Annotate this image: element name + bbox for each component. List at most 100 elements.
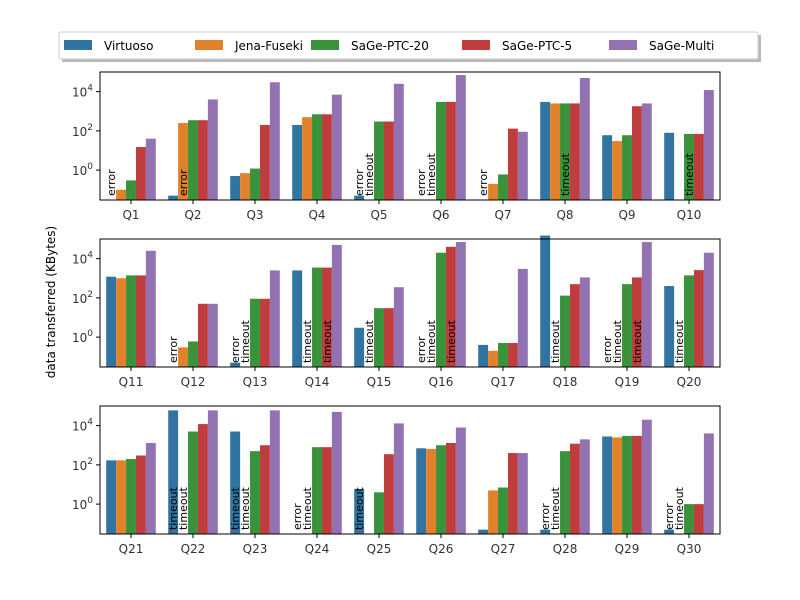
x-tick-label: Q28 <box>553 542 578 556</box>
bar-q16-sage-ptc-20 <box>436 252 446 367</box>
bar-q12-sage-multi <box>207 303 218 367</box>
legend-frame <box>58 31 759 60</box>
bar-q14-sage-ptc-20 <box>312 267 322 367</box>
x-tick-label: Q1 <box>122 208 139 222</box>
bar-q23-sage-multi <box>269 410 280 534</box>
panel-frame <box>99 405 721 535</box>
bar-q13-sage-ptc-20 <box>250 298 260 367</box>
x-tick-label: Q5 <box>370 208 387 222</box>
bar-q6-sage-ptc-20 <box>436 101 446 200</box>
legend: Virtuoso Jena-Fuseki SaGe-PTC-20 SaGe-PTC-5… <box>58 31 761 62</box>
y-tick-label: 102 <box>72 290 93 306</box>
bar-q7-sage-ptc-20 <box>498 174 508 200</box>
bar-q4-virtuoso <box>292 124 303 200</box>
bar-q11-virtuoso <box>106 276 117 367</box>
bar-q15-sage-ptc-20 <box>374 308 384 367</box>
bar-q3-sage-multi <box>269 82 280 200</box>
bar-q1-sage-ptc-20 <box>126 180 136 200</box>
bar-q16-sage-multi <box>455 242 466 367</box>
bar-q19-sage-ptc-20 <box>622 284 632 367</box>
bar-q13-sage-multi <box>269 270 280 367</box>
bar-q22-sage-ptc-5 <box>197 424 208 534</box>
bar-q20-virtuoso <box>664 286 675 367</box>
bar-q30-virtuoso <box>664 529 675 534</box>
bar-q14-sage-ptc-5 <box>321 267 332 367</box>
bar-q18-sage-ptc-20 <box>560 295 570 367</box>
bar-q26-jena-fuseki <box>426 448 437 534</box>
legend-swatch-0 <box>64 40 92 50</box>
bar-q15-sage-ptc-5 <box>383 308 394 367</box>
x-tick-label: Q24 <box>305 542 330 556</box>
bar-q27-sage-ptc-5 <box>507 453 518 534</box>
bar-q29-sage-ptc-5 <box>631 435 642 534</box>
status-timeout-label: timeout <box>229 486 242 530</box>
bar-q6-sage-multi <box>455 75 466 200</box>
bar-q5-sage-ptc-5 <box>383 121 394 200</box>
y-axis-label: data transferred (KBytes) <box>44 226 58 378</box>
bar-q21-virtuoso <box>106 460 117 534</box>
status-timeout-label: timeout <box>549 319 562 363</box>
bar-q28-sage-ptc-20 <box>560 451 570 534</box>
x-tick-label: Q7 <box>494 208 511 222</box>
bar-q10-sage-multi <box>703 90 714 200</box>
status-timeout-label: timeout <box>353 486 366 530</box>
bar-q2-sage-ptc-20 <box>188 120 198 200</box>
bar-q3-sage-ptc-5 <box>259 124 270 200</box>
legend-swatch-2 <box>311 40 339 50</box>
bar-q8-virtuoso <box>540 101 551 200</box>
status-timeout-label: timeout <box>549 486 562 530</box>
bar-q27-virtuoso <box>478 529 489 534</box>
bar-q24-sage-ptc-20 <box>312 447 322 534</box>
bar-q13-virtuoso <box>230 362 241 367</box>
bar-q25-sage-ptc-5 <box>383 454 394 534</box>
bar-q22-virtuoso <box>168 410 179 534</box>
legend-swatch-4 <box>609 40 637 50</box>
panel-3: 100102104Q21timeouttimeoutQ22timeouttime… <box>72 405 721 556</box>
x-tick-label: Q9 <box>618 208 635 222</box>
x-tick-label: Q12 <box>181 375 206 389</box>
bar-q4-sage-multi <box>331 94 342 200</box>
bar-q23-virtuoso <box>230 431 241 534</box>
status-error-label: error <box>663 503 676 530</box>
bar-q4-sage-ptc-20 <box>312 114 322 200</box>
status-error-label: error <box>105 169 118 196</box>
bar-q7-sage-multi <box>517 131 528 200</box>
x-tick-label: Q22 <box>181 542 206 556</box>
legend-label-0: Virtuoso <box>104 39 153 53</box>
x-tick-label: Q4 <box>308 208 325 222</box>
bar-q11-sage-ptc-5 <box>135 275 146 367</box>
status-error-label: error <box>291 503 304 530</box>
status-timeout-label: timeout <box>445 319 458 363</box>
status-timeout-label: timeout <box>239 319 252 363</box>
bar-q20-sage-ptc-5 <box>693 270 704 367</box>
status-timeout-label: timeout <box>239 486 252 530</box>
bar-q17-sage-ptc-20 <box>498 343 508 367</box>
bar-q8-jena-fuseki <box>550 103 561 200</box>
bar-q18-sage-multi <box>579 277 590 367</box>
bar-q10-virtuoso <box>664 132 675 200</box>
bar-q29-sage-ptc-20 <box>622 435 632 534</box>
status-timeout-label: timeout <box>301 486 314 530</box>
bar-q1-sage-multi <box>145 138 156 200</box>
x-tick-label: Q21 <box>119 542 144 556</box>
bar-q21-jena-fuseki <box>116 460 127 534</box>
bar-q17-sage-ptc-5 <box>507 343 518 367</box>
bar-q4-jena-fuseki <box>302 117 313 200</box>
bar-q11-sage-ptc-20 <box>126 275 136 367</box>
status-timeout-label: timeout <box>425 319 438 363</box>
panel-2: 100102104Q11errorQ12errortimeoutQ13timeo… <box>72 235 721 389</box>
x-tick-label: Q2 <box>184 208 201 222</box>
x-tick-label: Q26 <box>429 542 454 556</box>
status-error-label: error <box>415 169 428 196</box>
bar-q2-jena-fuseki <box>178 123 189 200</box>
bar-q28-sage-ptc-5 <box>569 443 580 534</box>
x-tick-label: Q11 <box>119 375 144 389</box>
status-error-label: error <box>539 503 552 530</box>
bar-q6-sage-ptc-5 <box>445 101 456 200</box>
status-error-label: error <box>177 169 190 196</box>
bar-q25-virtuoso <box>354 488 365 534</box>
bar-q23-sage-ptc-5 <box>259 445 270 534</box>
status-error-label: error <box>229 336 242 363</box>
bar-q22-sage-ptc-20 <box>188 431 198 534</box>
